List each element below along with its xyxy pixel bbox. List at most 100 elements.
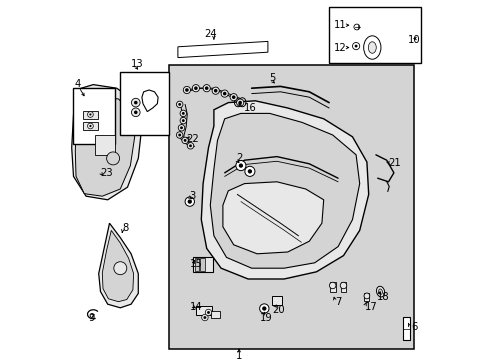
Bar xyxy=(194,258,199,271)
Circle shape xyxy=(187,199,192,204)
Circle shape xyxy=(194,86,197,90)
Text: 12: 12 xyxy=(333,42,346,53)
Circle shape xyxy=(231,95,235,99)
Circle shape xyxy=(87,123,93,129)
Circle shape xyxy=(178,103,181,106)
Circle shape xyxy=(238,101,242,104)
Bar xyxy=(168,65,413,349)
Text: 21: 21 xyxy=(387,158,400,168)
Circle shape xyxy=(134,111,137,114)
Circle shape xyxy=(212,87,219,94)
Circle shape xyxy=(182,112,184,115)
Circle shape xyxy=(205,309,211,316)
Text: 15: 15 xyxy=(189,258,202,269)
Text: 8: 8 xyxy=(122,222,129,233)
Bar xyxy=(211,311,220,318)
Circle shape xyxy=(329,282,335,289)
Circle shape xyxy=(178,134,181,136)
Text: 19: 19 xyxy=(259,312,272,323)
Circle shape xyxy=(192,85,199,92)
Text: 4: 4 xyxy=(74,78,81,89)
Circle shape xyxy=(340,282,346,289)
Circle shape xyxy=(363,293,369,299)
Text: 7: 7 xyxy=(335,297,341,307)
Bar xyxy=(364,293,368,301)
Polygon shape xyxy=(223,182,323,254)
Circle shape xyxy=(230,94,237,101)
Circle shape xyxy=(354,45,357,48)
Bar xyxy=(95,135,115,155)
Ellipse shape xyxy=(363,36,380,59)
Circle shape xyxy=(89,113,91,116)
Circle shape xyxy=(182,119,184,122)
Circle shape xyxy=(187,143,193,149)
Circle shape xyxy=(180,117,186,124)
Text: 10: 10 xyxy=(407,35,419,45)
Circle shape xyxy=(189,144,192,147)
Circle shape xyxy=(178,125,184,131)
Bar xyxy=(328,7,420,63)
Circle shape xyxy=(183,139,186,142)
Circle shape xyxy=(182,137,188,144)
Text: 2: 2 xyxy=(235,153,242,163)
Circle shape xyxy=(223,92,226,95)
Ellipse shape xyxy=(376,286,384,297)
Bar xyxy=(329,282,335,292)
Circle shape xyxy=(183,86,190,94)
Circle shape xyxy=(203,316,206,319)
Circle shape xyxy=(89,125,91,127)
Text: 5: 5 xyxy=(268,73,275,84)
Circle shape xyxy=(180,126,183,129)
Polygon shape xyxy=(210,113,359,268)
Circle shape xyxy=(236,99,244,106)
Bar xyxy=(271,296,282,305)
Circle shape xyxy=(201,314,208,321)
Circle shape xyxy=(176,132,183,138)
Ellipse shape xyxy=(367,42,375,53)
Circle shape xyxy=(106,152,120,165)
Bar xyxy=(83,122,98,130)
Text: 18: 18 xyxy=(376,292,389,302)
Text: 3: 3 xyxy=(189,191,195,201)
Circle shape xyxy=(180,110,186,117)
Circle shape xyxy=(213,89,217,93)
Text: 9: 9 xyxy=(88,312,94,323)
Bar xyxy=(200,258,204,271)
Polygon shape xyxy=(102,230,133,302)
Circle shape xyxy=(235,161,245,171)
Circle shape xyxy=(247,169,251,174)
Text: 11: 11 xyxy=(333,20,346,30)
Polygon shape xyxy=(402,317,409,340)
Circle shape xyxy=(134,101,137,104)
Bar xyxy=(193,257,212,272)
Circle shape xyxy=(185,88,188,92)
Text: 6: 6 xyxy=(410,322,416,332)
Circle shape xyxy=(185,197,194,206)
Text: 17: 17 xyxy=(365,302,377,312)
Polygon shape xyxy=(72,85,142,200)
Circle shape xyxy=(244,166,254,176)
Text: 23: 23 xyxy=(100,168,112,178)
Polygon shape xyxy=(178,41,267,58)
Circle shape xyxy=(203,85,210,92)
Circle shape xyxy=(87,112,93,117)
Text: 22: 22 xyxy=(186,134,199,144)
Circle shape xyxy=(259,304,268,313)
Circle shape xyxy=(176,101,183,108)
Bar xyxy=(196,306,212,315)
Ellipse shape xyxy=(378,289,382,294)
Text: 16: 16 xyxy=(243,103,256,113)
Text: 20: 20 xyxy=(272,305,285,315)
Bar xyxy=(340,282,346,292)
Circle shape xyxy=(114,262,126,275)
Polygon shape xyxy=(99,223,138,308)
Circle shape xyxy=(204,86,208,90)
Text: 13: 13 xyxy=(131,59,143,69)
Circle shape xyxy=(262,306,266,311)
Circle shape xyxy=(238,163,243,168)
Text: 14: 14 xyxy=(189,302,202,312)
Circle shape xyxy=(206,311,209,314)
Circle shape xyxy=(352,42,359,50)
Bar xyxy=(73,88,115,144)
Circle shape xyxy=(131,108,140,117)
